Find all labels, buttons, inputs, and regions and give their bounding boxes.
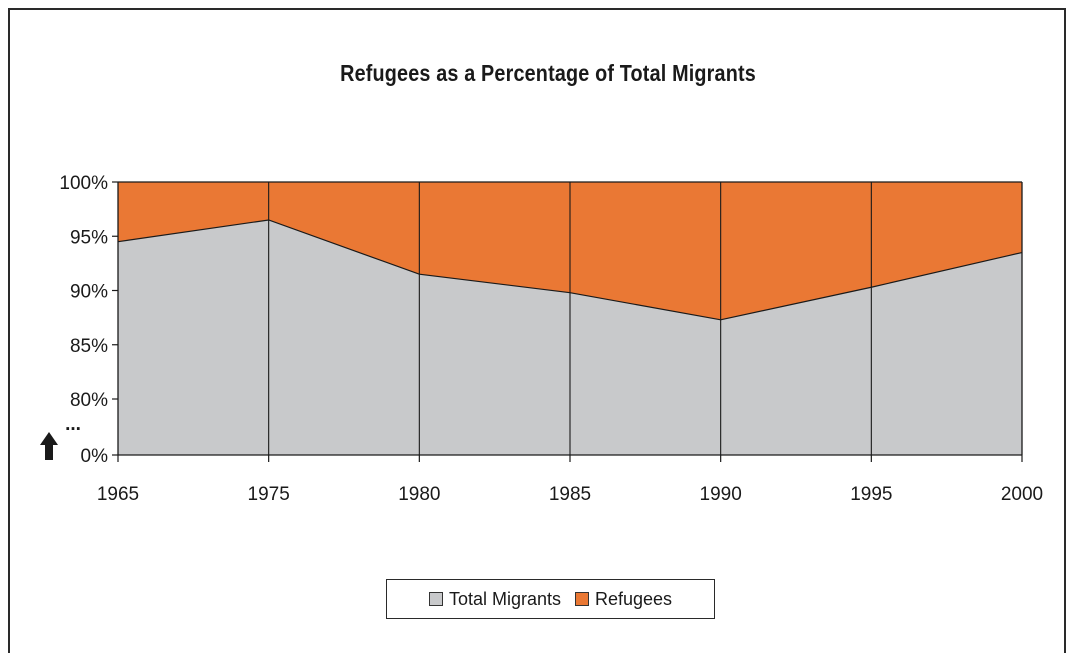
legend-item-total-migrants: Total Migrants [428, 588, 561, 610]
refugees-swatch [574, 592, 589, 606]
x-tick-label: 1980 [398, 484, 440, 505]
y-tick-label: 95% [70, 227, 108, 248]
x-axis-labels: 1965 1975 1980 1985 1990 1995 2000 [97, 484, 1043, 505]
y-break-ellipsis: ... [65, 414, 81, 435]
x-tick-label: 1990 [700, 484, 742, 505]
legend-label-total-migrants: Total Migrants [448, 588, 561, 609]
series-boundary-line [117, 219, 1023, 321]
legend-label-refugees: Refugees [594, 588, 673, 609]
y-tick-label: 100% [59, 173, 108, 194]
y-tick-label: 80% [70, 390, 108, 411]
x-tick-label: 1975 [248, 484, 290, 505]
chart-title: Refugees as a Percentage of Total Migran… [340, 60, 756, 86]
axis-break-marker: ... [40, 414, 81, 460]
x-tick-label: 1985 [549, 484, 591, 505]
x-tick-label: 1965 [97, 484, 139, 505]
x-tick-label: 2000 [1001, 484, 1043, 505]
x-tick-label: 1995 [850, 484, 892, 505]
y-tick-label: 0% [81, 446, 109, 467]
vertical-gridlines [268, 182, 872, 455]
total-migrants-swatch [428, 592, 443, 606]
legend-item-refugees: Refugees [574, 588, 673, 610]
chart-frame [8, 8, 1066, 653]
y-tick-label: 90% [70, 282, 108, 303]
y-axis-labels: 100% 95% 90% 85% 80% 0% [59, 173, 108, 467]
axes [112, 181, 1023, 462]
up-arrow-icon [40, 432, 58, 460]
y-tick-label: 85% [70, 336, 108, 357]
legend: Total Migrants Refugees [386, 579, 715, 619]
